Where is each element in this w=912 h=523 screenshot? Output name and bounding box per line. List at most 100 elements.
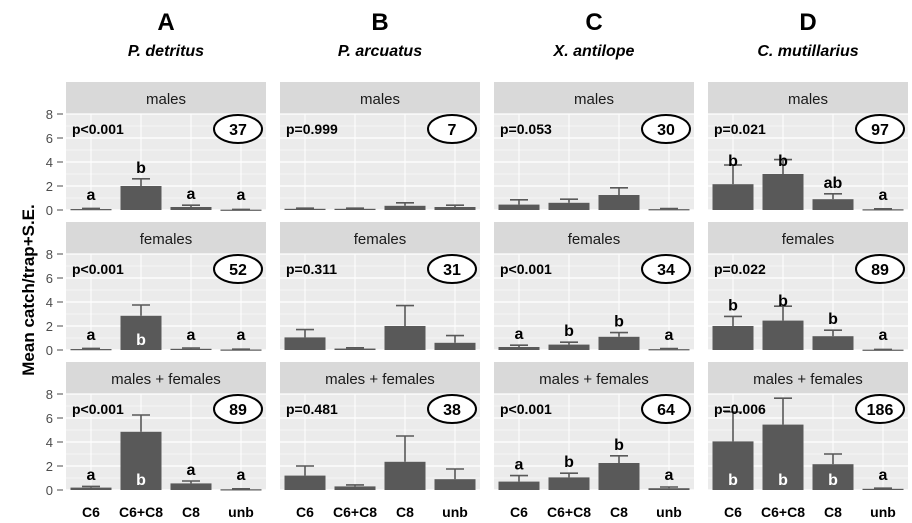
sample-size-label: 89: [871, 262, 889, 279]
bar: [712, 326, 754, 350]
sample-size-ellipse: [427, 114, 477, 144]
bar: [862, 349, 904, 351]
sample-size-ellipse: [213, 394, 263, 424]
bar: [70, 209, 112, 211]
facet-strip: [494, 222, 694, 254]
y-tick-label: 8: [46, 247, 53, 262]
significance-letter: a: [187, 186, 196, 203]
bar: [598, 463, 640, 490]
y-tick-label: 6: [46, 131, 53, 146]
significance-letter: a: [515, 457, 524, 474]
y-tick-label: 6: [46, 411, 53, 426]
x-tick-label: C6: [296, 504, 314, 520]
facet-strip-label: females: [782, 231, 835, 248]
facet-strip-label: males + females: [325, 371, 435, 388]
facet-strip-label: males: [360, 91, 400, 108]
significance-letter: b: [614, 314, 624, 331]
bar: [812, 464, 854, 490]
sample-size-label: 52: [229, 262, 247, 279]
p-value-label: p=0.006: [714, 401, 766, 417]
y-tick-label: 6: [46, 271, 53, 286]
facet-strip: [708, 82, 908, 114]
bar: [384, 461, 426, 490]
facet-strip: [494, 82, 694, 114]
bar: [598, 195, 640, 210]
bar: [120, 431, 162, 490]
significance-letter: a: [665, 327, 674, 344]
significance-letter: ab: [824, 175, 843, 192]
species-name: P. arcuatus: [338, 43, 422, 60]
bar: [648, 488, 690, 490]
y-tick-label: 8: [46, 387, 53, 402]
sample-size-label: 38: [443, 402, 461, 419]
facet-strip-label: males: [574, 91, 614, 108]
species-name: P. detritus: [128, 43, 204, 60]
facet-strip: [280, 82, 480, 114]
significance-letter: b: [614, 437, 624, 454]
p-value-label: p<0.001: [72, 261, 124, 277]
x-tick-label: C6: [510, 504, 528, 520]
facet-strip: [708, 222, 908, 254]
significance-letter: a: [237, 327, 246, 344]
y-axis-title: Mean catch/trap+S.E.: [19, 204, 38, 375]
bar: [220, 209, 262, 211]
significance-letter: a: [237, 187, 246, 204]
facet-strip: [66, 82, 266, 114]
bar: [812, 336, 854, 350]
y-tick-label: 4: [46, 295, 53, 310]
sample-size-ellipse: [427, 394, 477, 424]
x-tick-label: unb: [442, 504, 468, 520]
sample-size-label: 97: [871, 122, 889, 139]
sample-size-ellipse: [641, 254, 691, 284]
x-tick-label: C6: [82, 504, 100, 520]
x-tick-label: C6+C8: [333, 504, 377, 520]
facet-strip-label: males + females: [753, 371, 863, 388]
bar: [384, 326, 426, 350]
facet-strip-label: females: [568, 231, 621, 248]
p-value-label: p=0.311: [286, 261, 337, 277]
significance-letter: b: [728, 472, 738, 489]
sample-size-ellipse: [641, 394, 691, 424]
y-tick-label: 4: [46, 435, 53, 450]
bar: [120, 315, 162, 350]
y-tick-label: 0: [46, 343, 53, 358]
sample-size-label: 89: [229, 402, 247, 419]
bar: [434, 479, 476, 490]
facet-strip: [494, 362, 694, 394]
species-name: X. antilope: [553, 43, 635, 60]
facet-strip: [280, 222, 480, 254]
species-letter: B: [371, 9, 388, 36]
sample-size-ellipse: [213, 114, 263, 144]
bar: [220, 489, 262, 491]
bar: [384, 205, 426, 210]
species-letter: D: [799, 9, 816, 36]
bar: [762, 424, 804, 490]
bar: [548, 477, 590, 490]
significance-letter: a: [879, 467, 888, 484]
bar: [70, 349, 112, 351]
bar: [812, 199, 854, 210]
x-tick-label: C8: [396, 504, 414, 520]
bar: [712, 184, 754, 210]
significance-letter: b: [136, 472, 146, 489]
bar: [498, 204, 540, 210]
p-value-label: p=0.481: [286, 401, 338, 417]
significance-letter: a: [87, 187, 96, 204]
facet-strip-label: males + females: [111, 371, 221, 388]
significance-letter: b: [728, 153, 738, 170]
y-tick-label: 2: [46, 319, 53, 334]
y-tick-label: 8: [46, 107, 53, 122]
significance-letter: b: [778, 153, 788, 170]
species-letter: C: [585, 9, 602, 36]
p-value-label: p<0.001: [72, 121, 124, 137]
bar: [434, 207, 476, 210]
bar: [598, 336, 640, 350]
bar: [334, 348, 376, 350]
bar: [70, 487, 112, 490]
sample-size-ellipse: [641, 114, 691, 144]
significance-letter: a: [237, 467, 246, 484]
sample-size-label: 64: [657, 402, 675, 419]
bar: [498, 481, 540, 490]
facet-strip-label: males: [146, 91, 186, 108]
